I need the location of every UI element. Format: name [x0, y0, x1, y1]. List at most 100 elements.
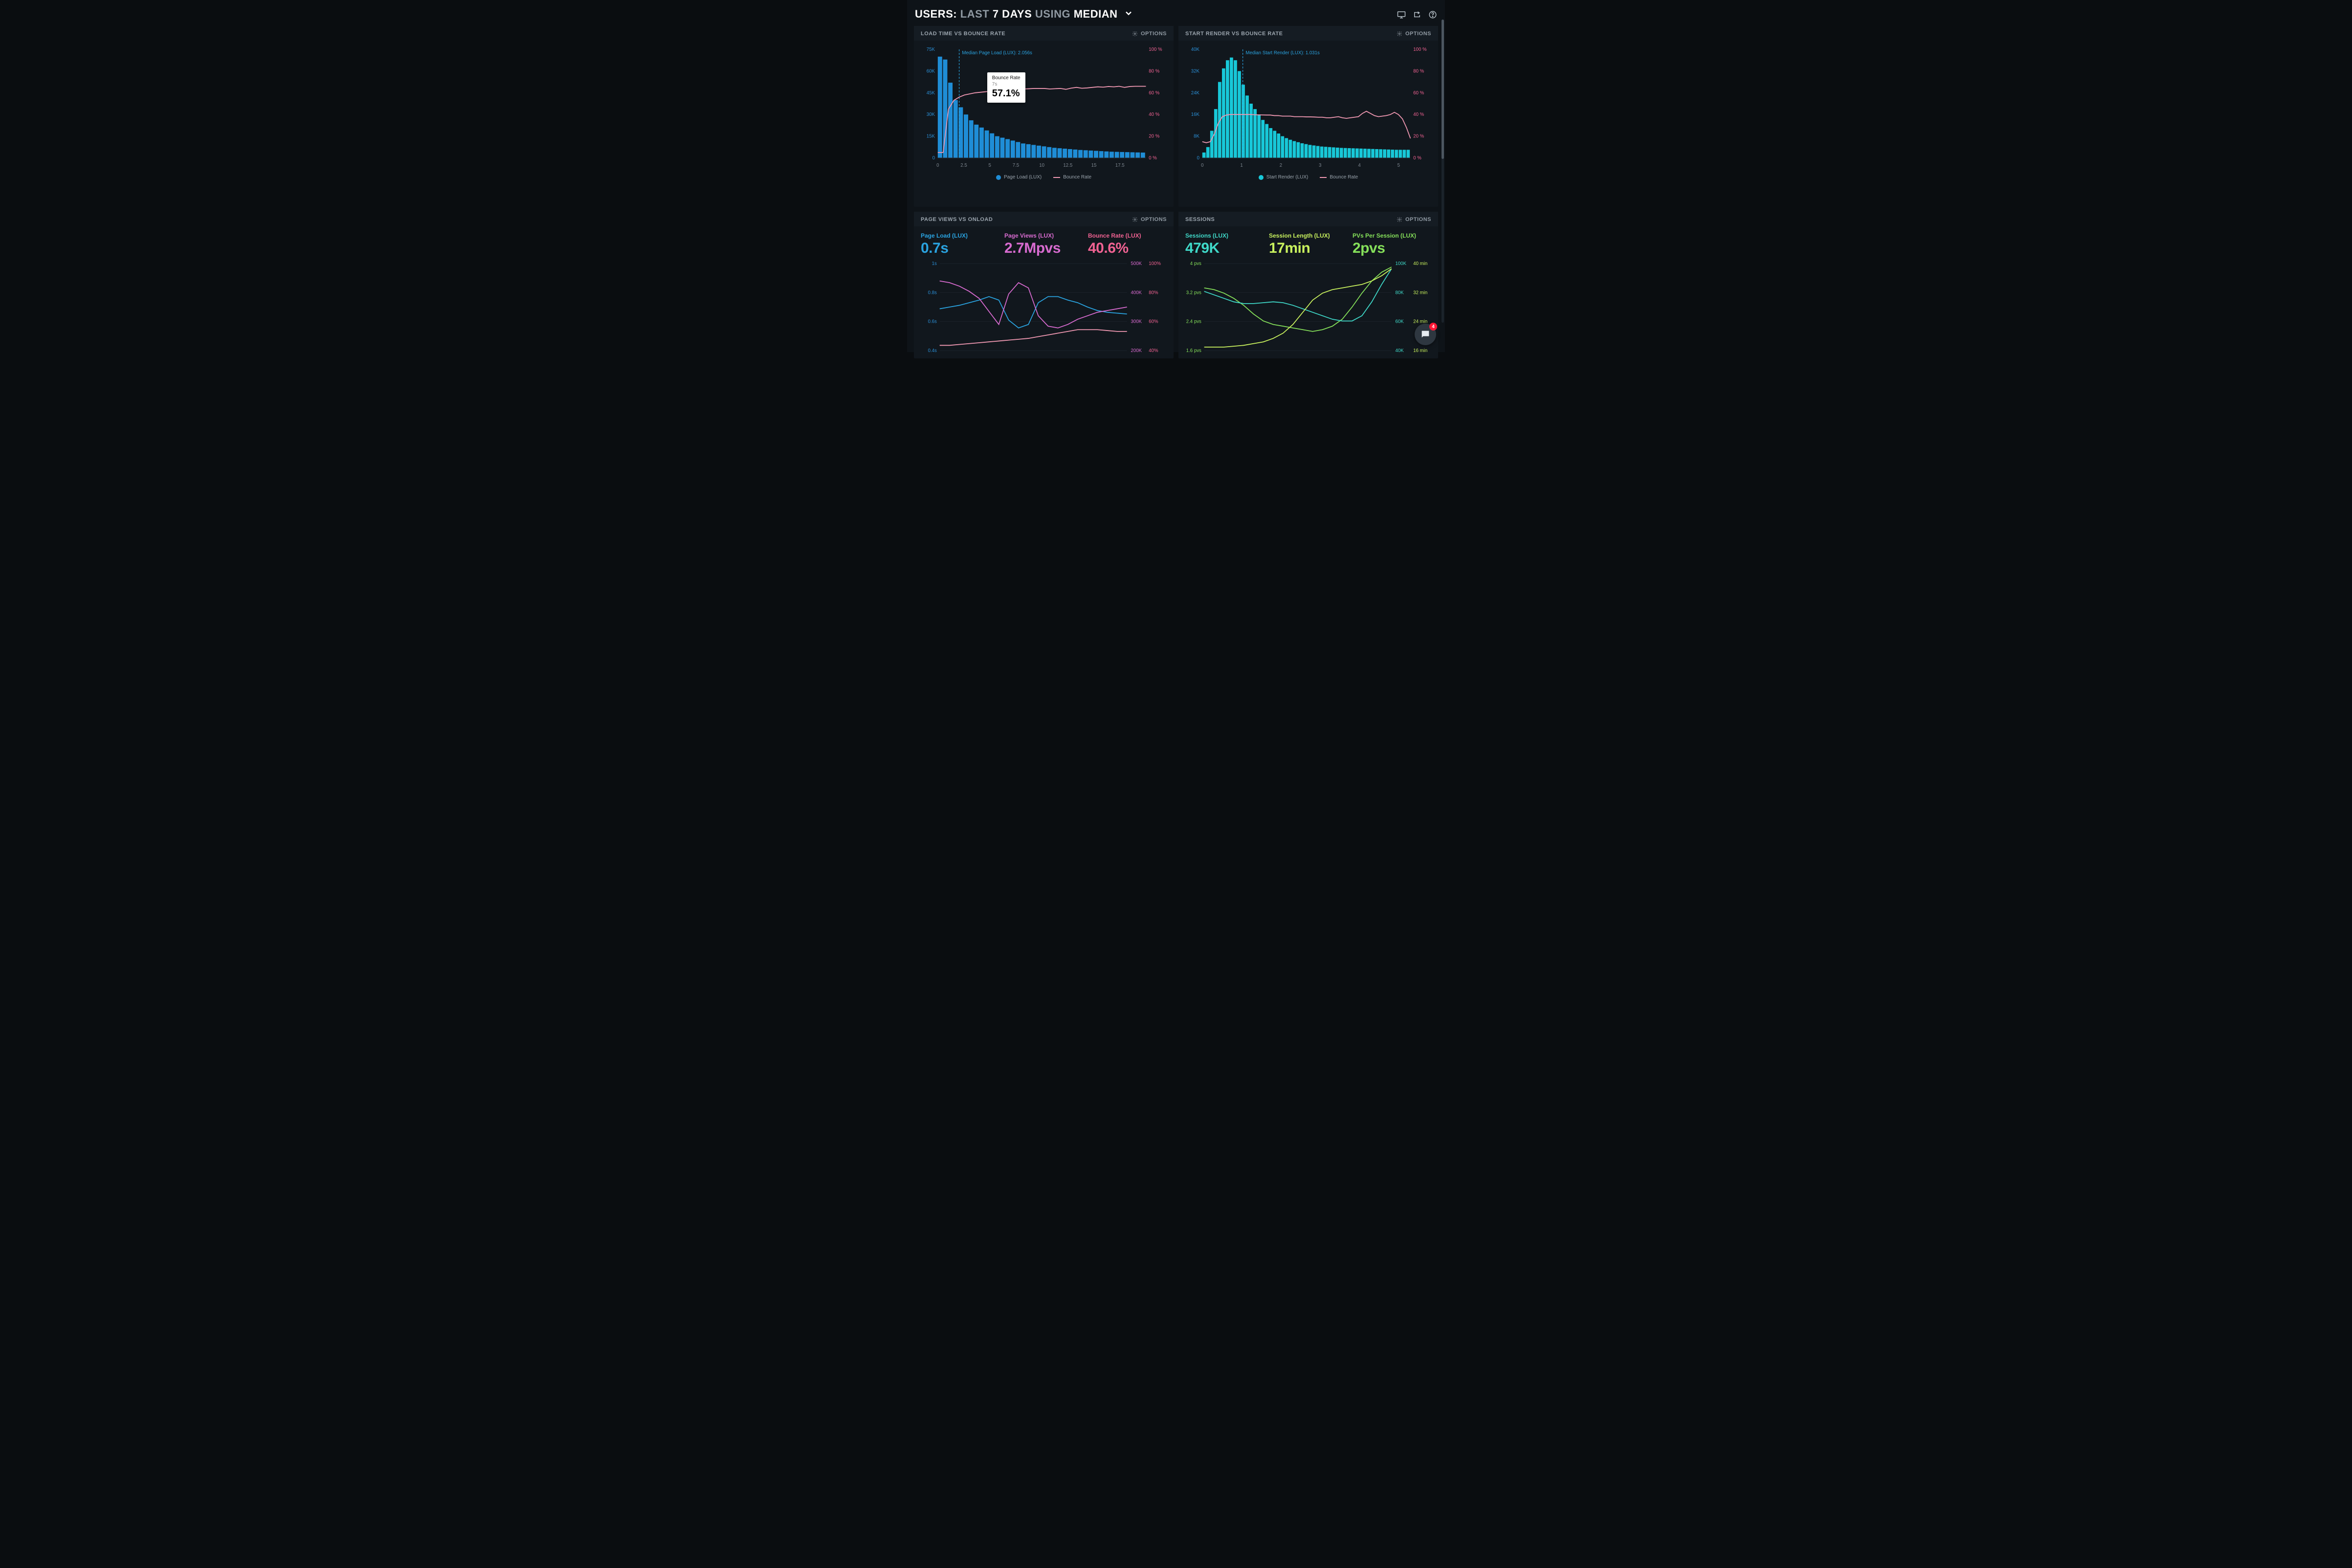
scrollbar-thumb[interactable] [1442, 20, 1444, 159]
legend-item-bars: Page Load (LUX) [996, 175, 1042, 180]
startrender-chart: 08K16K24K32K40K0 %20 %40 %60 %80 %100 %0… [1185, 44, 1431, 172]
panel-loadtime: LOAD TIME VS BOUNCE RATE OPTIONS 015K30K… [914, 26, 1174, 207]
options-button[interactable]: OPTIONS [1397, 217, 1431, 222]
options-button[interactable]: OPTIONS [1132, 217, 1167, 222]
svg-text:2: 2 [1280, 163, 1282, 168]
options-label: OPTIONS [1405, 31, 1431, 37]
svg-text:20 %: 20 % [1413, 134, 1424, 139]
svg-text:3: 3 [1319, 163, 1322, 168]
chevron-down-icon[interactable] [1124, 8, 1133, 21]
svg-text:5: 5 [989, 163, 992, 168]
svg-text:12.5: 12.5 [1063, 163, 1072, 168]
panel-body: Page Load (LUX)0.7s Page Views (LUX)2.7Mp… [914, 226, 1174, 358]
metrics-row: Page Load (LUX)0.7s Page Views (LUX)2.7Mp… [921, 230, 1167, 261]
metric: Page Load (LUX)0.7s [921, 232, 999, 257]
panel-header: START RENDER VS BOUNCE RATE OPTIONS [1178, 26, 1438, 41]
svg-text:17.5: 17.5 [1115, 163, 1125, 168]
panel-grid: LOAD TIME VS BOUNCE RATE OPTIONS 015K30K… [914, 26, 1438, 358]
metric: Bounce Rate (LUX)40.6% [1088, 232, 1167, 257]
title-word-7days: 7 DAYS [993, 8, 1032, 20]
metric-value: 2.7Mpvs [1004, 240, 1083, 257]
panel-title: PAGE VIEWS VS ONLOAD [921, 217, 993, 222]
page-title[interactable]: USERS: LAST 7 DAYS USING MEDIAN [915, 8, 1133, 21]
svg-text:100 %: 100 % [1413, 47, 1427, 52]
svg-text:0.6s: 0.6s [928, 319, 937, 325]
metric-label: PVs Per Session (LUX) [1353, 232, 1431, 239]
svg-text:40K: 40K [1395, 348, 1404, 353]
svg-text:2.4 pvs: 2.4 pvs [1186, 319, 1201, 325]
help-icon[interactable] [1428, 10, 1437, 19]
svg-text:0: 0 [932, 155, 935, 161]
title-word-median: MEDIAN [1074, 8, 1118, 20]
svg-text:Median Page Load (LUX): 2.056s: Median Page Load (LUX): 2.056s [962, 50, 1032, 56]
svg-text:60K: 60K [927, 68, 935, 74]
svg-text:0: 0 [1201, 163, 1204, 168]
svg-text:4: 4 [1358, 163, 1361, 168]
metric-label: Page Views (LUX) [1004, 232, 1083, 239]
svg-text:80 %: 80 % [1413, 68, 1424, 74]
panel-body: Sessions (LUX)479KSession Length (LUX)17… [1178, 226, 1438, 358]
pageviews-chart: 0.4s0.6s0.8s1s200K300K400K500K40%60%80%1… [921, 261, 1167, 353]
svg-text:10: 10 [1039, 163, 1044, 168]
panel-body: 015K30K45K60K75K0 %20 %40 %60 %80 %100 %… [914, 41, 1174, 207]
svg-text:300K: 300K [1131, 319, 1142, 325]
svg-text:40 %: 40 % [1149, 112, 1159, 117]
svg-text:0: 0 [1197, 155, 1200, 161]
svg-text:0.4s: 0.4s [928, 348, 937, 353]
panel-startrender: START RENDER VS BOUNCE RATE OPTIONS 0 8K 1… [1178, 26, 1438, 207]
metric-value: 479K [1185, 240, 1264, 257]
legend: Page Load (LUX) Bounce Rate [921, 172, 1167, 180]
share-icon[interactable] [1413, 10, 1421, 19]
svg-text:15: 15 [1091, 163, 1097, 168]
options-button[interactable]: OPTIONS [1397, 31, 1431, 37]
options-label: OPTIONS [1405, 217, 1431, 222]
scrollbar[interactable] [1442, 20, 1444, 323]
metric: PVs Per Session (LUX)2pvs [1353, 232, 1431, 257]
panel-header: SESSIONS OPTIONS [1178, 212, 1438, 226]
header: USERS: LAST 7 DAYS USING MEDIAN [914, 5, 1438, 26]
panel-body: 08K16K24K32K40K0 %20 %40 %60 %80 %100 %0… [1178, 41, 1438, 207]
svg-text:3.2 pvs: 3.2 pvs [1186, 290, 1201, 295]
svg-text:100%: 100% [1149, 261, 1161, 266]
title-word-users: USERS: [915, 8, 957, 20]
sessions-chart: 1.6 pvs2.4 pvs3.2 pvs4 pvs40K60K80K100K1… [1185, 261, 1431, 353]
metric-value: 0.7s [921, 240, 999, 257]
metric: Session Length (LUX)17min [1269, 232, 1348, 257]
svg-text:40K: 40K [1191, 47, 1200, 52]
svg-text:2.5: 2.5 [960, 163, 967, 168]
svg-text:24K: 24K [1191, 90, 1200, 96]
tooltip-value: 57.1% [992, 88, 1021, 100]
metric: Sessions (LUX)479K [1185, 232, 1264, 257]
svg-text:100 %: 100 % [1149, 47, 1162, 52]
svg-text:200K: 200K [1131, 348, 1142, 353]
panel-title: LOAD TIME VS BOUNCE RATE [921, 31, 1005, 37]
options-button[interactable]: OPTIONS [1132, 31, 1167, 37]
svg-text:80 %: 80 % [1149, 68, 1159, 74]
monitor-icon[interactable] [1397, 10, 1406, 19]
svg-text:80K: 80K [1395, 290, 1404, 295]
svg-text:1.6 pvs: 1.6 pvs [1186, 348, 1201, 353]
legend-item-line: Bounce Rate [1320, 175, 1358, 180]
metric-value: 17min [1269, 240, 1348, 257]
svg-text:45K: 45K [927, 90, 935, 96]
metric-label: Sessions (LUX) [1185, 232, 1264, 239]
svg-text:Median Start Render (LUX): 1.0: Median Start Render (LUX): 1.031s [1245, 50, 1320, 56]
svg-text:0.8s: 0.8s [928, 290, 937, 295]
svg-text:1: 1 [1240, 163, 1243, 168]
svg-text:500K: 500K [1131, 261, 1142, 266]
metric-label: Bounce Rate (LUX) [1088, 232, 1167, 239]
svg-text:40%: 40% [1149, 348, 1158, 353]
title-word-last: LAST [960, 8, 989, 20]
panel-title: START RENDER VS BOUNCE RATE [1185, 31, 1283, 37]
svg-text:16K: 16K [1191, 112, 1200, 117]
chat-button[interactable]: 4 [1415, 324, 1436, 345]
metric-value: 40.6% [1088, 240, 1167, 257]
svg-text:7.5: 7.5 [1013, 163, 1020, 168]
svg-text:0 %: 0 % [1413, 155, 1421, 161]
panel-pageviews: PAGE VIEWS VS ONLOAD OPTIONS Page Load (… [914, 212, 1174, 358]
svg-text:40 %: 40 % [1413, 112, 1424, 117]
legend-item-bars: Start Render (LUX) [1259, 175, 1309, 180]
svg-text:75K: 75K [927, 47, 935, 52]
chat-badge: 4 [1429, 323, 1437, 331]
svg-text:8K: 8K [1194, 134, 1199, 139]
